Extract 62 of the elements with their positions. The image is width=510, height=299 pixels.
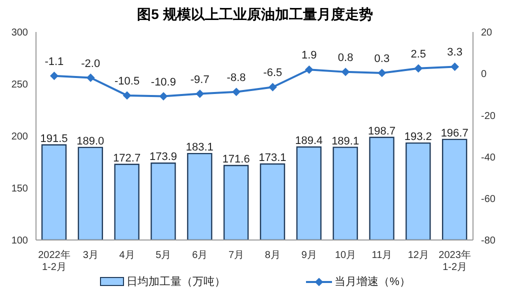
y2-tick-label: -40 (481, 152, 496, 164)
y2-tick-label: 20 (481, 28, 493, 39)
data-label: -9.7 (190, 74, 210, 86)
y-tick-label: 300 (11, 28, 28, 39)
data-label: 173.9 (149, 151, 178, 164)
data-label: -10.5 (114, 75, 140, 88)
legend-label: 当月增速（%） (334, 275, 410, 289)
data-label: -10.9 (150, 76, 176, 88)
data-label: 0.8 (338, 52, 354, 64)
data-label: 198.7 (368, 125, 396, 138)
point (450, 62, 459, 71)
x-tick-label: 2023年 1-2月 (438, 249, 471, 273)
point (86, 74, 95, 82)
point (123, 91, 132, 100)
data-label: 189.0 (76, 135, 104, 148)
y2-tick-label: -80 (481, 236, 496, 247)
data-label: 1.9 (301, 50, 317, 62)
data-label: 189.1 (332, 135, 360, 148)
x-tick-label: 3月 (82, 250, 98, 261)
point (50, 72, 58, 80)
point (378, 68, 386, 77)
point (232, 88, 240, 96)
data-label: 173.1 (258, 152, 286, 164)
y2-tick-label: -20 (481, 110, 496, 122)
x-tick-label: 9月 (301, 250, 317, 261)
data-label: -6.5 (263, 67, 282, 80)
data-label: 3.3 (447, 46, 462, 59)
y2-tick-label: -60 (481, 194, 496, 205)
x-tick-label: 11月 (372, 250, 392, 261)
data-label: 191.5 (40, 132, 68, 145)
chart-title: 图5 规模以上工业原油加工量月度走势 (136, 6, 374, 24)
x-tick-label: 7月 (228, 250, 244, 261)
y2-tick-label: 0 (481, 69, 487, 80)
data-label: 183.1 (186, 142, 214, 154)
x-tick-label: 4月 (119, 250, 135, 261)
point (268, 83, 277, 92)
data-label: 171.6 (222, 154, 250, 166)
data-label: -2.0 (81, 58, 100, 70)
y-tick-label: 100 (11, 236, 28, 247)
data-label: 196.7 (440, 127, 468, 140)
point (414, 64, 422, 72)
data-label: 193.2 (404, 131, 432, 144)
x-tick-label: 6月 (192, 250, 208, 261)
y-tick-label: 200 (11, 132, 28, 143)
data-label: -8.8 (226, 72, 246, 84)
x-tick-label: 10月 (334, 250, 356, 261)
x-tick-label: 5月 (156, 250, 172, 261)
y-tick-label: 150 (11, 184, 28, 195)
data-label: 189.4 (295, 135, 323, 148)
point (159, 92, 168, 100)
x-tick-label: 2022年 1-2月 (38, 249, 70, 273)
data-label: 0.3 (374, 52, 390, 65)
legend-label: 日均加工量（万吨） (126, 275, 226, 289)
data-label: 172.7 (113, 152, 141, 164)
point (305, 66, 314, 74)
x-tick-label: 12月 (408, 250, 429, 261)
data-label: 2.5 (410, 48, 426, 60)
y-tick-label: 250 (11, 80, 28, 91)
x-tick-label: 8月 (264, 250, 280, 261)
point (342, 68, 350, 76)
data-label: -1.1 (44, 56, 64, 68)
point (196, 90, 204, 98)
